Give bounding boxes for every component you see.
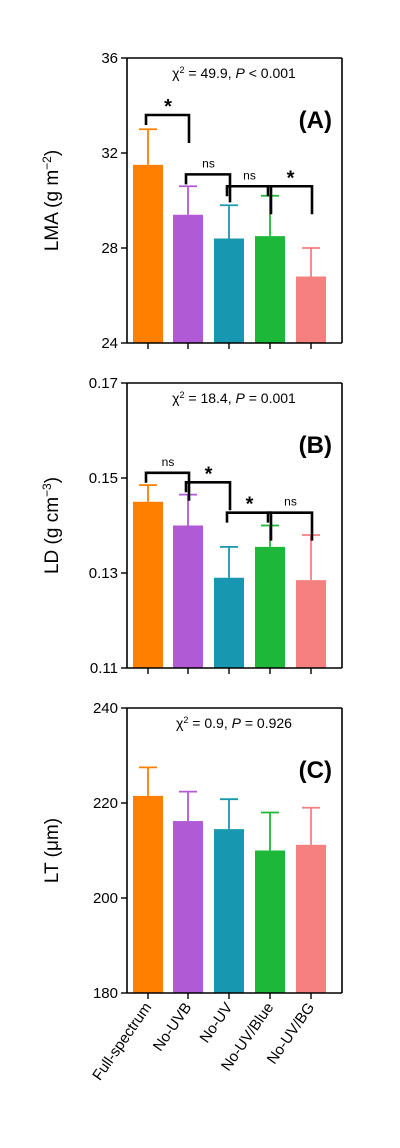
significance-label: ns [162, 455, 175, 469]
significance-label: * [246, 494, 254, 516]
category-label: No-UVB [150, 1000, 195, 1055]
significance-bracket [184, 480, 232, 511]
bar-full-spectrum [133, 164, 163, 343]
significance-bracket [144, 113, 191, 143]
y-tick-label: 24 [101, 335, 118, 352]
bar-full-spectrum [133, 501, 163, 668]
y-tick-label: 36 [101, 50, 118, 67]
significance-label: * [287, 167, 295, 189]
bar-no-uv-blue [255, 850, 285, 993]
significance-bracket [266, 511, 314, 541]
bar-full-spectrum [133, 795, 163, 993]
y-axis-label: LT (μm) [42, 818, 63, 883]
significance-bracket [266, 184, 314, 215]
category-label: No-UV [197, 1000, 237, 1047]
stat-annotation: χ2 = 18.4, P = 0.001 [172, 390, 296, 406]
significance-bracket [184, 173, 232, 203]
category-label: Full-spectrum [89, 1000, 155, 1084]
y-tick-label: 0.15 [89, 470, 118, 487]
panel-tag: (A) [299, 107, 332, 134]
panel-a: 24 28 32 36 LMA (g m−2) χ2 = 49.9, P < 0.001 (… [40, 50, 343, 352]
y-tick-label: 240 [93, 700, 118, 717]
bar-no-uv-blue [255, 546, 285, 668]
bar-no-uv-bg [296, 844, 326, 993]
bar-no-uvb [173, 525, 203, 668]
significance-bracket [144, 471, 191, 501]
bar-no-uvb [173, 214, 203, 343]
bar-no-uv [214, 829, 244, 993]
y-tick-label: 0.13 [89, 565, 118, 582]
panel-c: 180 200 220 240 LT (μm) χ2 = 0.9, P = 0.926 (C… [42, 700, 343, 1002]
y-axis-label: LMA (g m−2) [40, 150, 63, 251]
y-tick-label: 32 [101, 145, 118, 162]
y-tick-label: 0.11 [90, 660, 118, 677]
stat-annotation: χ2 = 0.9, P = 0.926 [176, 715, 292, 731]
significance-label: * [164, 96, 172, 118]
panel-b: 0.11 0.13 0.15 0.17 LD (g cm−3) χ2 = 18.4, P … [40, 375, 343, 677]
significance-bracket [225, 511, 273, 541]
bar-no-uv [214, 577, 244, 668]
significance-label: ns [243, 168, 256, 182]
bar-no-uv [214, 238, 244, 343]
y-tick-label: 200 [93, 890, 118, 907]
y-tick-label: 0.17 [89, 375, 118, 392]
bar-no-uv-blue [255, 236, 285, 343]
y-tick-label: 28 [101, 240, 118, 257]
y-axis-label: LD (g cm−3) [40, 477, 63, 574]
bar-no-uv-bg [296, 580, 326, 668]
significance-label: ns [202, 156, 215, 170]
significance-label: ns [284, 495, 297, 509]
y-tick-label: 180 [93, 985, 118, 1002]
panel-tag: (C) [299, 757, 332, 784]
significance-label: * [205, 463, 213, 485]
stat-annotation: χ2 = 49.9, P < 0.001 [172, 65, 296, 81]
panel-tag: (B) [299, 432, 332, 459]
y-tick-label: 220 [93, 795, 118, 812]
bar-no-uv-bg [296, 276, 326, 343]
bar-no-uvb [173, 821, 203, 993]
significance-bracket [225, 184, 273, 215]
